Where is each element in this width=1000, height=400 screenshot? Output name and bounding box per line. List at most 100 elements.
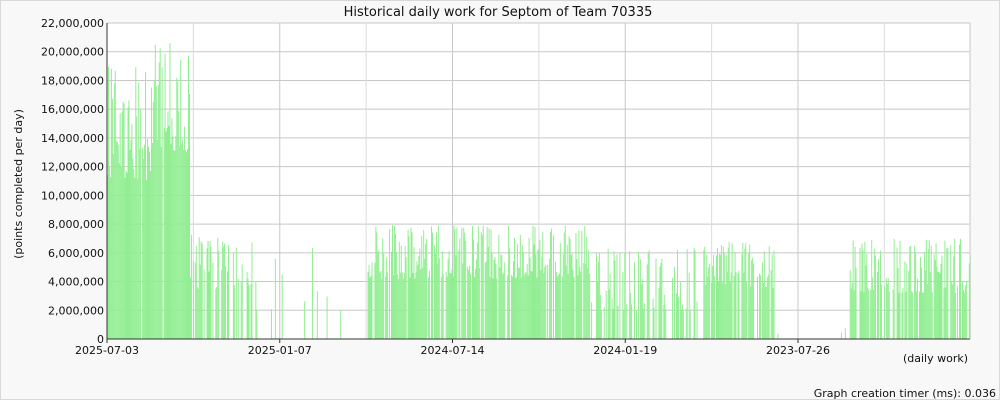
bar <box>741 254 743 339</box>
bar <box>905 292 907 339</box>
bar <box>119 113 121 339</box>
bar <box>270 309 272 339</box>
bar <box>585 264 587 339</box>
bar <box>208 271 210 339</box>
bar <box>419 248 421 339</box>
bar <box>246 271 248 339</box>
bar <box>588 250 590 339</box>
bar <box>551 228 553 339</box>
bar <box>456 227 458 339</box>
bar <box>532 225 534 339</box>
bar <box>959 244 961 339</box>
bar <box>251 242 253 339</box>
y-tick-label: 8,000,000 <box>48 218 104 231</box>
bar <box>463 227 465 339</box>
bar <box>752 257 754 339</box>
bar <box>694 250 696 339</box>
bar <box>943 288 945 339</box>
bar <box>915 253 917 339</box>
bar <box>584 226 586 339</box>
bar <box>862 250 864 339</box>
bar <box>235 247 237 339</box>
bar <box>407 230 409 339</box>
bar <box>761 262 763 339</box>
bar <box>608 289 610 339</box>
bar <box>591 302 593 339</box>
bar <box>566 244 568 339</box>
bar <box>643 302 645 339</box>
bar <box>720 245 722 339</box>
bar <box>693 247 695 339</box>
y-tick-label: 0 <box>97 333 104 346</box>
bar <box>468 269 470 339</box>
bar <box>241 264 243 339</box>
bar <box>771 254 773 339</box>
bar <box>153 79 155 339</box>
bar <box>367 271 369 339</box>
bar <box>936 266 938 339</box>
bar <box>664 294 666 339</box>
x-tick-label: 2024-01-19 <box>593 344 657 357</box>
bar <box>717 281 719 339</box>
bar <box>142 147 144 339</box>
bar <box>660 263 662 339</box>
bar <box>403 272 405 339</box>
bar <box>768 246 770 339</box>
bar <box>723 253 725 339</box>
bar <box>412 272 414 339</box>
bar <box>714 276 716 339</box>
bar <box>518 267 520 339</box>
bar <box>554 261 556 339</box>
bar <box>370 275 372 339</box>
bar <box>722 246 724 339</box>
bar <box>871 240 873 339</box>
bar <box>939 273 941 339</box>
bar <box>157 84 159 340</box>
bar <box>579 266 581 339</box>
bar <box>902 287 904 339</box>
bar <box>888 291 890 339</box>
bar <box>446 276 448 339</box>
bar <box>648 250 650 339</box>
bar <box>877 271 879 339</box>
bar <box>887 278 889 339</box>
bar <box>386 257 388 339</box>
bar <box>879 250 881 339</box>
bar <box>556 276 558 339</box>
bar <box>121 111 123 339</box>
bar <box>385 276 387 339</box>
timer-footer: Graph creation timer (ms): 0.036 <box>814 387 996 400</box>
bar <box>676 293 677 339</box>
bar <box>500 254 502 339</box>
bar <box>177 81 179 339</box>
bar <box>589 273 591 339</box>
bar <box>481 235 483 339</box>
bar <box>562 254 564 339</box>
bar <box>217 237 219 339</box>
bar <box>724 284 726 339</box>
bar <box>377 251 379 339</box>
bar <box>914 245 916 339</box>
y-axis-label: (points completed per day) <box>12 109 25 259</box>
bar <box>581 230 583 339</box>
bar <box>718 253 720 339</box>
bar <box>680 309 682 339</box>
bar <box>705 285 707 339</box>
bar <box>391 251 392 339</box>
bar <box>395 251 397 339</box>
bar <box>493 259 495 339</box>
bar <box>432 232 433 339</box>
bar <box>742 242 744 339</box>
bar <box>389 229 391 339</box>
bar <box>854 246 856 339</box>
bar <box>452 276 454 339</box>
bar <box>646 264 648 339</box>
bar <box>478 268 480 339</box>
bar <box>904 261 906 339</box>
bar <box>206 248 208 339</box>
bar <box>926 284 928 339</box>
bar <box>189 277 191 339</box>
bar <box>563 232 565 339</box>
bar <box>875 255 877 339</box>
bar <box>475 259 477 339</box>
